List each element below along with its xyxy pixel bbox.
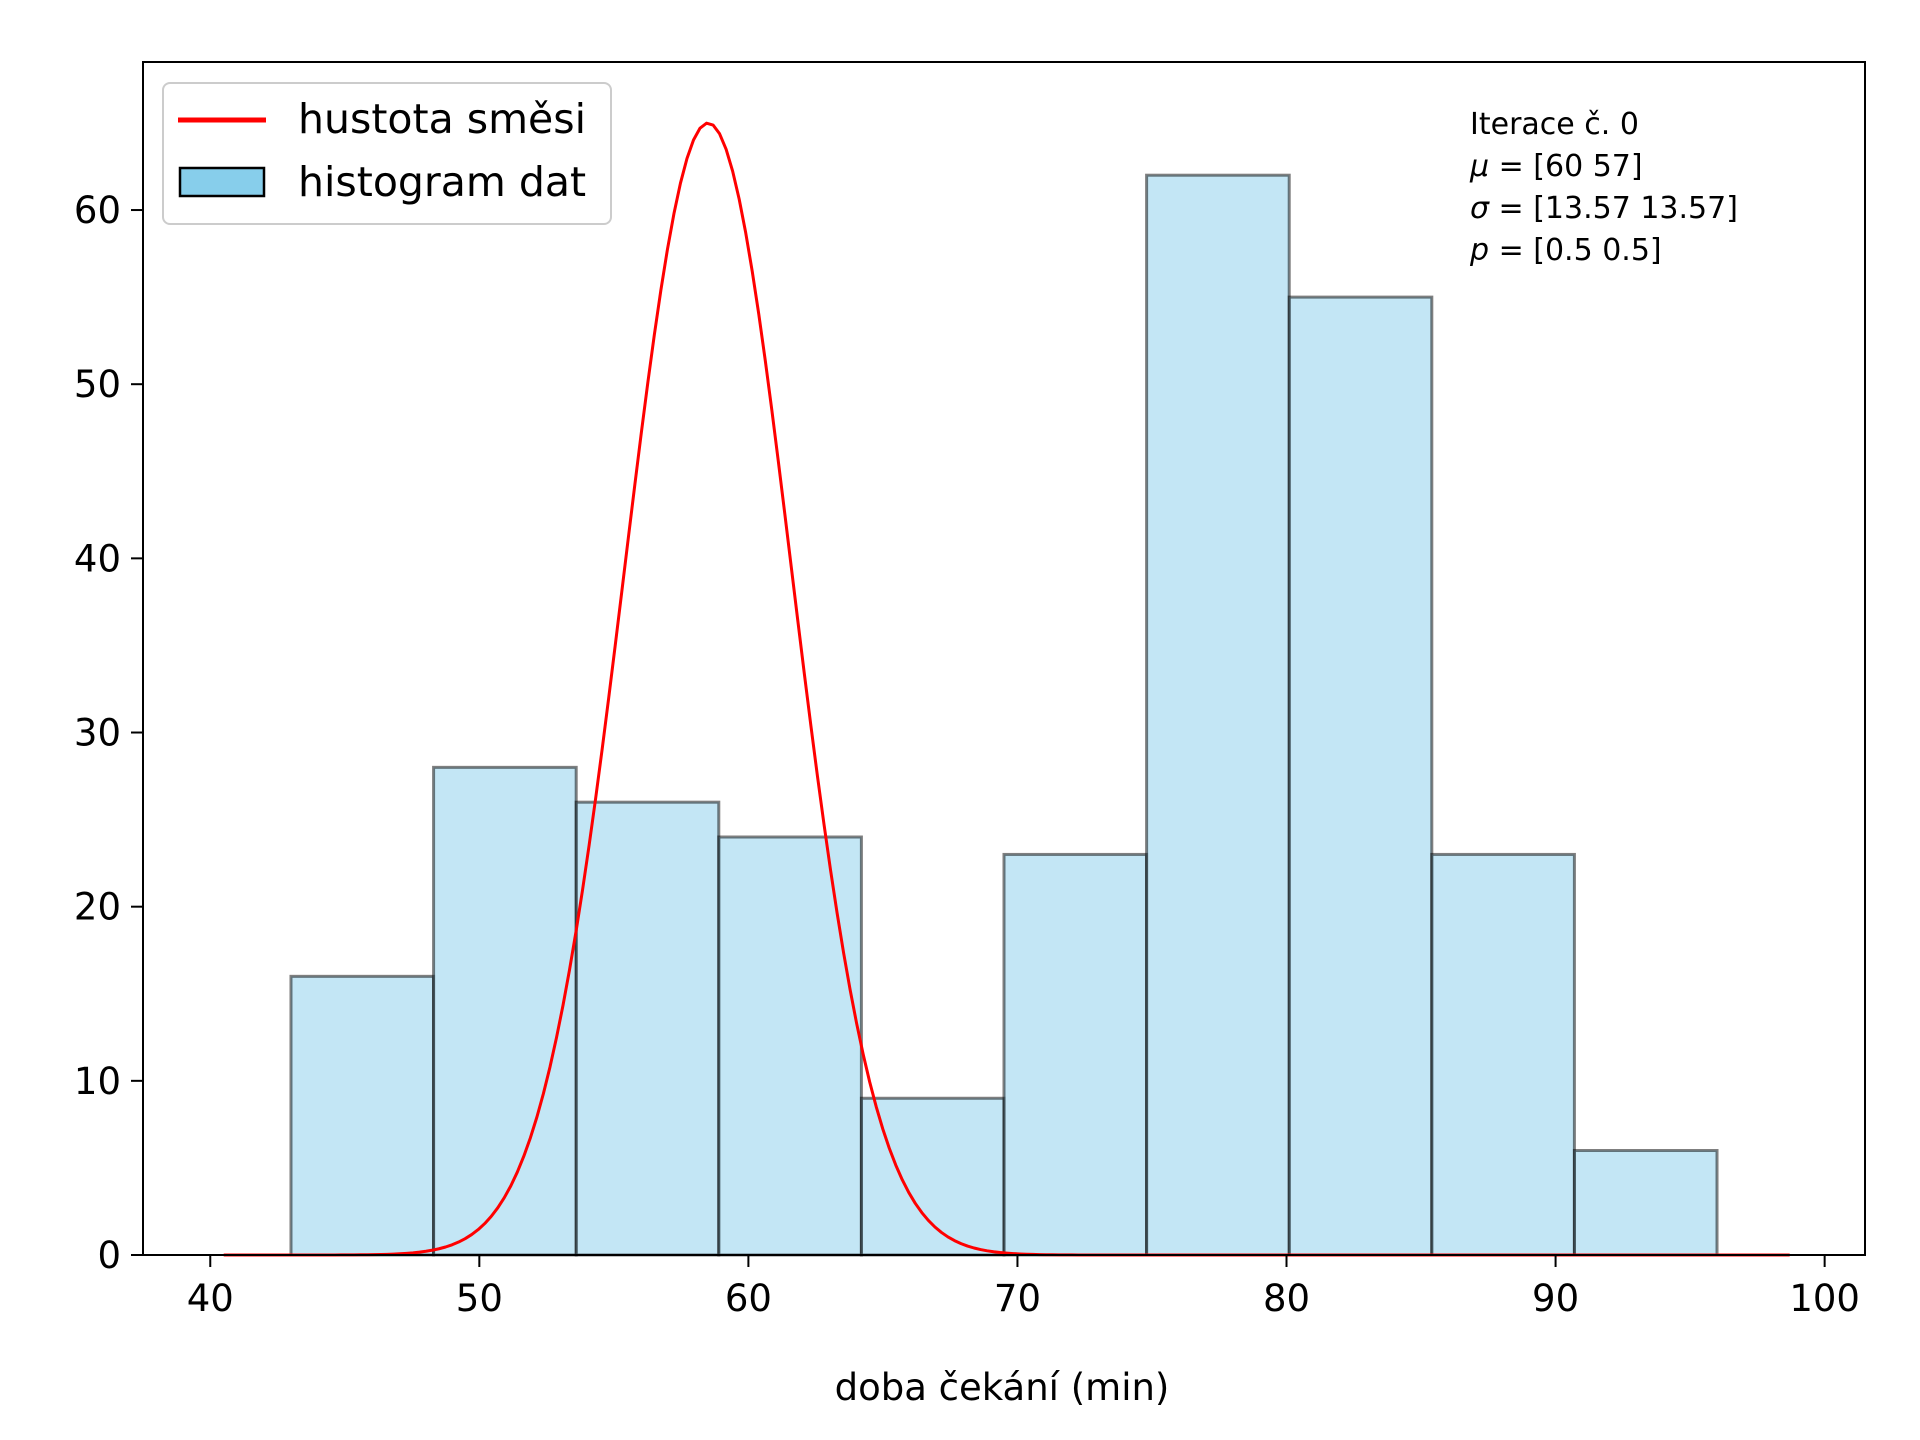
y-axis-ticks: 0 10 20 30 40 50 60 <box>74 189 143 1277</box>
annotation-line-mu: μ = [60 57] <box>1469 149 1643 184</box>
histogram-bar <box>859 1096 1006 1257</box>
histogram-bar <box>1002 852 1149 1257</box>
histogram-bars <box>289 173 1719 1257</box>
y-tick-label: 60 <box>74 189 121 232</box>
x-tick-label: 50 <box>456 1277 503 1320</box>
y-tick-label: 20 <box>74 886 121 929</box>
histogram-bar <box>717 835 863 1257</box>
annotation-line-iteration: Iterace č. 0 <box>1470 107 1639 142</box>
x-tick-label: 90 <box>1532 1277 1579 1320</box>
histogram-bar <box>289 974 436 1257</box>
y-tick-label: 10 <box>74 1060 121 1103</box>
x-axis-label: doba čekání (min) <box>835 1366 1170 1409</box>
y-tick-label: 50 <box>74 363 121 406</box>
plot-frame <box>142 61 1866 1256</box>
x-tick-label: 40 <box>187 1277 234 1320</box>
x-tick-label: 60 <box>725 1277 772 1320</box>
x-tick-label: 100 <box>1789 1277 1860 1320</box>
legend-bar-swatch <box>178 166 266 198</box>
x-axis-ticks: 40 50 60 70 80 90 100 <box>187 1255 1860 1320</box>
y-tick-label: 0 <box>97 1234 121 1277</box>
legend-box <box>162 82 612 225</box>
iteration-annotation: Iterace č. 0 μ = [60 57] σ = [13.57 13.5… <box>1469 107 1738 268</box>
legend-entry-density: hustota směsi <box>298 95 586 143</box>
histogram-bar <box>1287 295 1434 1257</box>
histogram-bar <box>574 800 721 1257</box>
legend-entry-histogram: histogram dat <box>298 158 586 206</box>
annotation-line-sigma: σ = [13.57 13.57] <box>1470 191 1738 226</box>
histogram-bar <box>1430 852 1576 1257</box>
histogram-bar <box>432 765 578 1257</box>
x-tick-label: 80 <box>1263 1277 1310 1320</box>
legend: hustota směsi histogram dat <box>162 82 612 225</box>
y-tick-label: 40 <box>74 537 121 580</box>
histogram-bar <box>1572 1149 1719 1257</box>
x-tick-label: 70 <box>994 1277 1041 1320</box>
y-tick-label: 30 <box>74 712 121 755</box>
histogram-bar <box>1145 173 1291 1257</box>
annotation-line-p: p = [0.5 0.5] <box>1469 233 1662 268</box>
